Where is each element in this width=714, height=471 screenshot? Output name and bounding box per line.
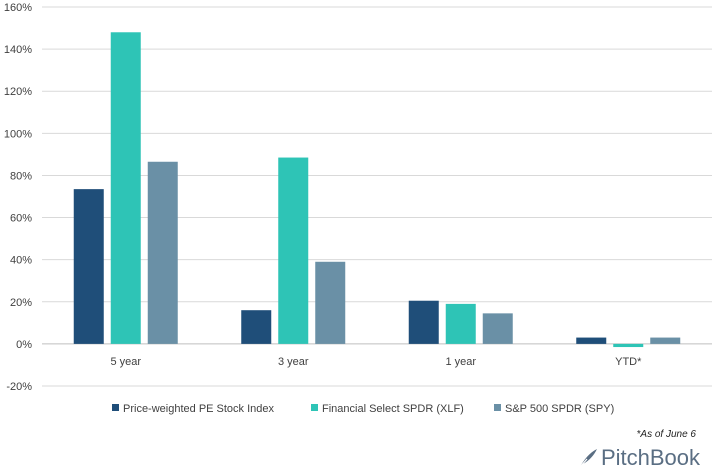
legend-swatch xyxy=(311,404,318,411)
legend-label: S&P 500 SPDR (SPY) xyxy=(505,403,614,415)
bar xyxy=(482,313,513,344)
legend-label: Price-weighted PE Stock Index xyxy=(123,403,275,415)
quill-icon xyxy=(579,449,597,468)
brand-logo: PitchBook xyxy=(578,445,700,471)
y-axis: -20% 0% 20% 40% 60% 80% 100% 120% 140% 160% xyxy=(4,2,32,393)
y-tick-label: 100% xyxy=(4,128,32,140)
bar xyxy=(650,337,681,344)
gridlines xyxy=(42,6,712,387)
x-tick-label: YTD* xyxy=(615,356,642,368)
y-tick-label: 140% xyxy=(4,44,32,56)
bar xyxy=(110,32,141,344)
y-tick-label: 120% xyxy=(4,86,32,98)
y-tick-label: 80% xyxy=(10,170,32,182)
y-tick-label: 160% xyxy=(4,2,32,14)
x-axis: 5 year 3 year 1 year YTD* xyxy=(110,356,642,368)
y-tick-label: 20% xyxy=(10,297,32,309)
bar xyxy=(445,303,476,344)
y-tick-label: 0% xyxy=(16,339,32,351)
legend-swatch xyxy=(112,404,119,411)
legend-swatch xyxy=(494,404,501,411)
y-tick-label: -20% xyxy=(6,381,32,393)
footnote: *As of June 6 xyxy=(636,429,696,440)
bars xyxy=(73,32,681,348)
x-tick-label: 3 year xyxy=(278,356,309,368)
y-tick-label: 60% xyxy=(10,213,32,225)
legend: Price-weighted PE Stock Index Financial S… xyxy=(112,403,614,415)
bar xyxy=(241,310,272,344)
x-tick-label: 1 year xyxy=(445,356,476,368)
brand-name: PitchBook xyxy=(600,445,700,470)
bar xyxy=(147,161,178,344)
bar xyxy=(408,300,439,344)
bar xyxy=(315,261,346,344)
x-tick-label: 5 year xyxy=(110,356,141,368)
legend-label: Financial Select SPDR (XLF) xyxy=(322,403,464,415)
y-tick-label: 40% xyxy=(10,255,32,267)
bar xyxy=(278,157,309,344)
bar xyxy=(576,337,607,344)
bar xyxy=(73,189,104,344)
bar xyxy=(613,343,644,348)
